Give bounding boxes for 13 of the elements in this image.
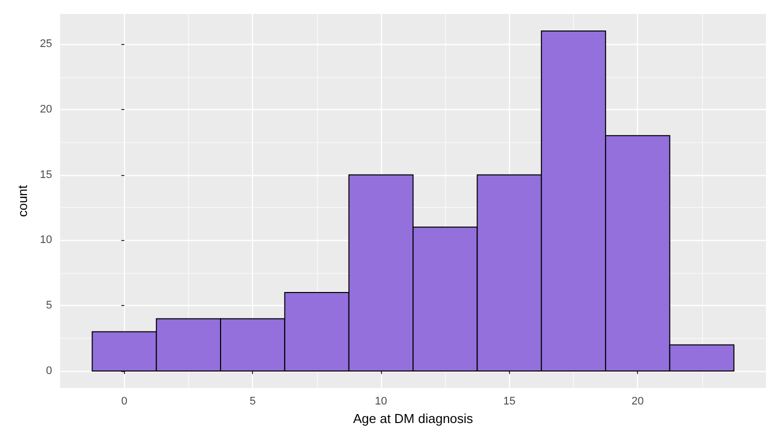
y-tick-label: 0: [46, 365, 52, 377]
x-tick-label: 20: [632, 396, 644, 408]
x-tick-label: 0: [121, 396, 128, 408]
y-tick-label: 5: [46, 300, 52, 312]
x-tick-label: 5: [250, 396, 256, 408]
y-tick-label: 10: [40, 234, 52, 246]
y-tick-label: 25: [40, 38, 52, 50]
y-tick-label: 20: [40, 103, 52, 116]
x-tick-label: 10: [374, 396, 388, 408]
y-axis-title: count: [15, 184, 30, 217]
x-tick-label: 15: [503, 396, 516, 408]
y-tick-label: 15: [40, 168, 52, 181]
x-axis-title: Age at DM diagnosis: [353, 411, 474, 426]
